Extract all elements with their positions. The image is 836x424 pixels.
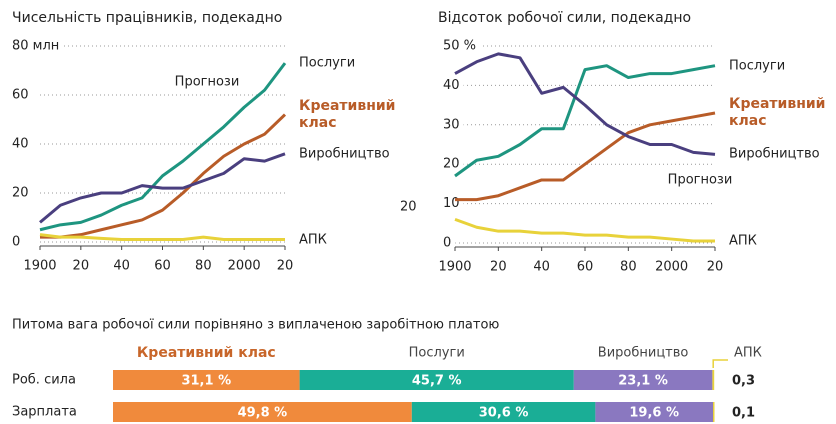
series-line — [454, 52, 716, 156]
label-bg — [441, 77, 464, 94]
value-label: 49,8 % — [238, 406, 288, 421]
series-label: Послуги — [299, 55, 356, 71]
chart-title: Питома вага робочої сили порівняно з вип… — [12, 318, 499, 333]
series-line — [39, 62, 287, 232]
series-label: Виробництво — [729, 146, 820, 162]
label-bg — [441, 235, 456, 251]
legend-label: Креативний клас — [137, 345, 276, 361]
x-tick-label: 2000 — [228, 259, 261, 274]
value-label: 0,1 — [732, 406, 755, 421]
y-tick-label: 0 — [443, 236, 451, 251]
bar-segment — [573, 370, 713, 390]
y-tick-label: 60 — [12, 88, 29, 103]
value-label: 30,6 % — [479, 406, 529, 421]
series-line — [40, 113, 287, 239]
x-tick-label: 1900 — [438, 260, 471, 275]
value-label: 19,6 % — [629, 406, 679, 421]
bar-segment — [713, 402, 715, 422]
value-label: 31,1 % — [181, 374, 231, 389]
x-tick-label: 80 — [195, 259, 212, 274]
x-tick-label: 80 — [620, 260, 637, 275]
label-bg — [10, 234, 25, 250]
y-tick-label: 50 % — [443, 39, 476, 54]
label-bg — [441, 116, 464, 133]
bar-segment — [712, 370, 715, 390]
label-bg — [441, 156, 464, 173]
y-tick-label: 40 — [443, 78, 460, 93]
series-line — [455, 111, 716, 202]
value-label: 23,1 % — [618, 374, 668, 389]
chart-title: Відсоток робочої сили, подекадно — [438, 10, 691, 26]
bar-segment — [299, 370, 574, 390]
legend-label: Послуги — [409, 346, 465, 361]
category-label: Зарплата — [12, 405, 77, 420]
legend-label: АПК — [734, 346, 762, 361]
y-tick-label: 30 — [443, 117, 460, 132]
series-line — [39, 152, 286, 224]
series-line — [39, 233, 285, 242]
annotation: Прогнози — [668, 173, 733, 188]
bar-segment — [411, 402, 596, 422]
series-label: Креативний клас — [299, 97, 396, 131]
series-line — [454, 64, 716, 178]
x-tick-label: 20 — [277, 259, 294, 274]
chart-title: Чисельність працівників, подекадно — [12, 10, 282, 26]
y-tick-label: 40 — [12, 137, 29, 152]
series-label: АПК — [729, 233, 757, 249]
x-tick-label: 60 — [154, 259, 171, 274]
value-label: 45,7 % — [412, 374, 462, 389]
value-label: 0,3 — [732, 374, 755, 389]
x-tick-label: 20 — [707, 260, 724, 275]
category-label: Роб. сила — [12, 373, 76, 388]
bar-segment — [595, 402, 713, 422]
x-tick-label: 40 — [113, 259, 130, 274]
series-label: Послуги — [729, 58, 786, 74]
label-bg — [10, 38, 64, 54]
y-tick-label: 20 — [443, 157, 460, 172]
x-tick-label: 20 — [490, 260, 507, 275]
y-tick-label: 20 — [12, 186, 29, 201]
label-bg — [10, 136, 33, 152]
bar-segment — [113, 402, 412, 422]
label-bg — [10, 87, 33, 103]
series-line — [454, 217, 715, 243]
x-tick-label: 40 — [533, 260, 550, 275]
x-tick-label: 60 — [577, 260, 594, 275]
x-tick-label: 1900 — [23, 259, 56, 274]
legend-label: Виробництво — [598, 346, 689, 361]
y-tick-label: 80 млн — [12, 39, 59, 54]
stray-label: 20 — [400, 200, 417, 215]
legend-leader — [712, 359, 728, 368]
series-label: Креативний клас — [729, 95, 826, 129]
y-tick-label: 0 — [12, 235, 20, 250]
label-bg — [10, 185, 33, 201]
bar-segment — [113, 370, 300, 390]
annotation: Прогнози — [175, 75, 240, 90]
series-label: АПК — [299, 232, 327, 248]
label-bg — [441, 38, 481, 54]
x-tick-label: 2000 — [655, 260, 688, 275]
x-tick-label: 20 — [73, 259, 90, 274]
series-label: Виробництво — [299, 146, 390, 162]
